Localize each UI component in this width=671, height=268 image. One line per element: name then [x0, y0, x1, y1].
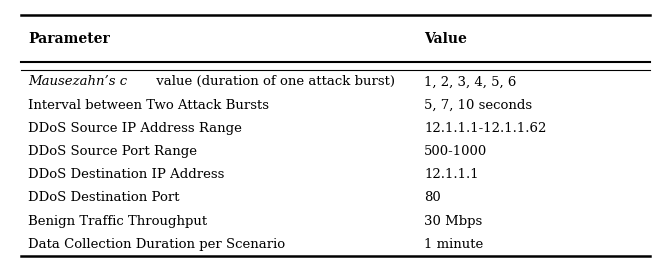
Text: value (duration of one attack burst): value (duration of one attack burst) [152, 76, 395, 88]
Text: Value: Value [424, 32, 467, 46]
Text: 5, 7, 10 seconds: 5, 7, 10 seconds [424, 99, 532, 112]
Text: Benign Traffic Throughput: Benign Traffic Throughput [28, 215, 207, 228]
Text: 12.1.1.1: 12.1.1.1 [424, 168, 479, 181]
Text: DDoS Destination Port: DDoS Destination Port [28, 191, 180, 204]
Text: 1, 2, 3, 4, 5, 6: 1, 2, 3, 4, 5, 6 [424, 76, 517, 88]
Text: DDoS Source Port Range: DDoS Source Port Range [28, 145, 197, 158]
Text: 80: 80 [424, 191, 441, 204]
Text: Data Collection Duration per Scenario: Data Collection Duration per Scenario [28, 238, 285, 251]
Text: DDoS Destination IP Address: DDoS Destination IP Address [28, 168, 225, 181]
Text: 30 Mbps: 30 Mbps [424, 215, 482, 228]
Text: Parameter: Parameter [28, 32, 110, 46]
Text: Mausezahn’s c: Mausezahn’s c [28, 76, 127, 88]
Text: DDoS Source IP Address Range: DDoS Source IP Address Range [28, 122, 242, 135]
Text: 12.1.1.1-12.1.1.62: 12.1.1.1-12.1.1.62 [424, 122, 547, 135]
Text: 500-1000: 500-1000 [424, 145, 488, 158]
Text: Interval between Two Attack Bursts: Interval between Two Attack Bursts [28, 99, 269, 112]
Text: 1 minute: 1 minute [424, 238, 484, 251]
